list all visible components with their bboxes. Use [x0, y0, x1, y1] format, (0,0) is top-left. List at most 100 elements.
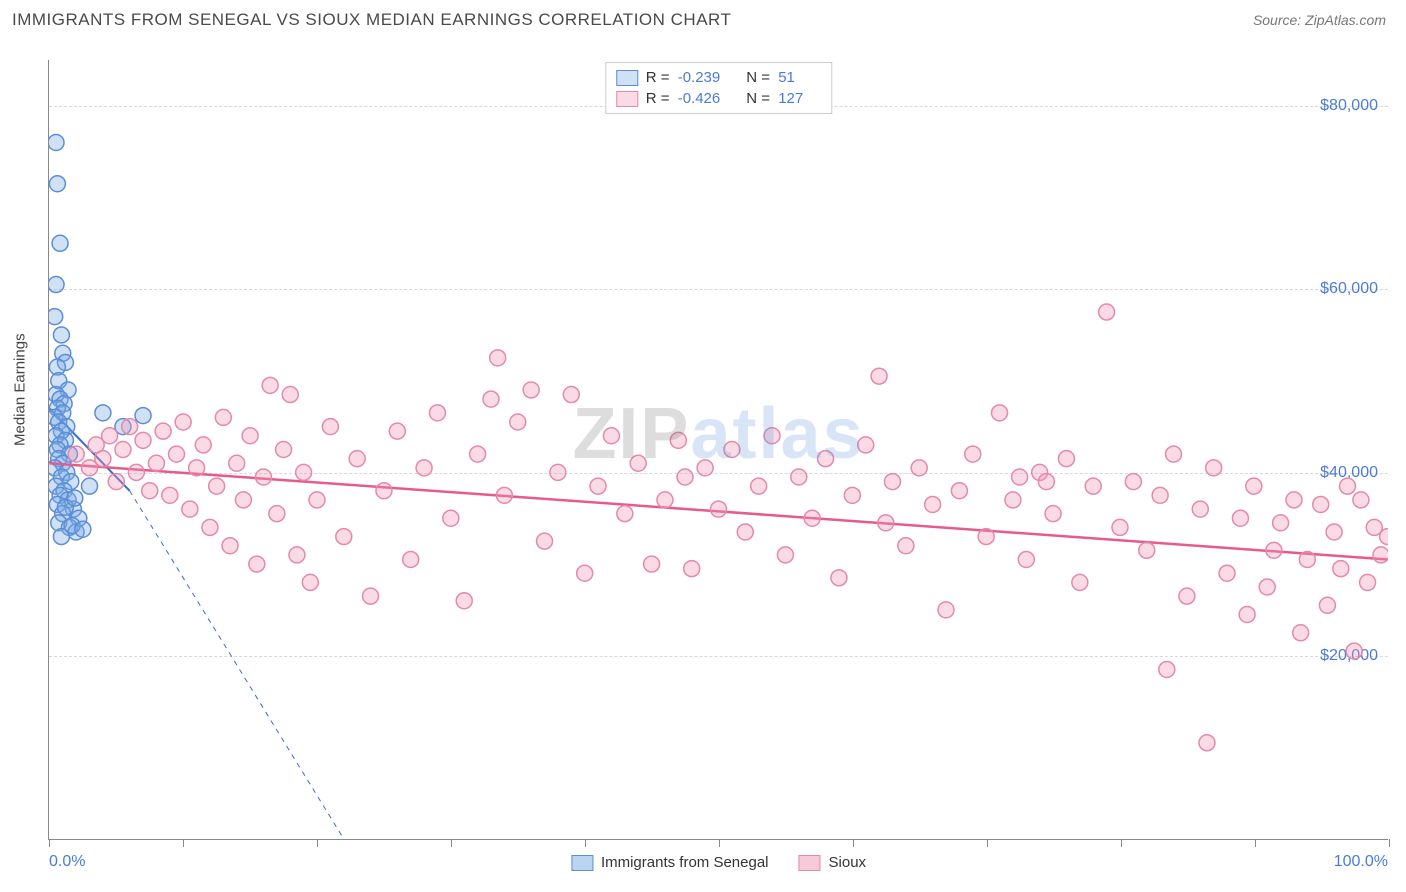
- data-point: [242, 428, 258, 444]
- data-point: [135, 408, 151, 424]
- data-point: [1313, 496, 1329, 512]
- data-point: [603, 428, 619, 444]
- data-point: [128, 464, 144, 480]
- data-point: [791, 469, 807, 485]
- data-point: [777, 547, 793, 563]
- legend-n: N = 51: [746, 69, 813, 86]
- data-point: [102, 428, 118, 444]
- data-point: [1099, 304, 1115, 320]
- chart-title: IMMIGRANTS FROM SENEGAL VS SIOUX MEDIAN …: [12, 10, 731, 30]
- data-point: [711, 501, 727, 517]
- data-point: [978, 529, 994, 545]
- data-point: [537, 533, 553, 549]
- data-point: [1045, 506, 1061, 522]
- data-point: [677, 469, 693, 485]
- data-point: [1085, 478, 1101, 494]
- data-point: [684, 561, 700, 577]
- data-point: [276, 442, 292, 458]
- legend-r: R = -0.239: [646, 69, 738, 86]
- data-point: [148, 455, 164, 471]
- data-point: [82, 478, 98, 494]
- data-point: [1038, 474, 1054, 490]
- x-axis-max-label: 100.0%: [1334, 853, 1388, 871]
- data-point: [155, 423, 171, 439]
- x-tick: [183, 839, 184, 847]
- data-point: [563, 387, 579, 403]
- data-point: [884, 474, 900, 490]
- legend-label: Immigrants from Senegal: [601, 854, 769, 871]
- data-point: [804, 510, 820, 526]
- chart-header: IMMIGRANTS FROM SENEGAL VS SIOUX MEDIAN …: [0, 0, 1406, 38]
- data-point: [162, 487, 178, 503]
- data-point: [75, 521, 91, 537]
- data-point: [269, 506, 285, 522]
- data-point: [309, 492, 325, 508]
- data-point: [235, 492, 251, 508]
- x-tick: [317, 839, 318, 847]
- data-point: [898, 538, 914, 554]
- data-point: [1326, 524, 1342, 540]
- data-point: [1259, 579, 1275, 595]
- x-tick: [451, 839, 452, 847]
- data-point: [1293, 625, 1309, 641]
- data-point: [175, 414, 191, 430]
- data-point: [416, 460, 432, 476]
- data-point: [49, 134, 64, 150]
- data-point: [189, 460, 205, 476]
- data-point: [182, 501, 198, 517]
- data-point: [1159, 661, 1175, 677]
- legend-item: Immigrants from Senegal: [571, 854, 769, 871]
- x-tick: [1255, 839, 1256, 847]
- data-point: [1112, 519, 1128, 535]
- data-point: [1058, 451, 1074, 467]
- data-point: [1346, 643, 1362, 659]
- data-point: [1152, 487, 1168, 503]
- data-point: [376, 483, 392, 499]
- data-point: [135, 432, 151, 448]
- data-point: [1299, 551, 1315, 567]
- data-point: [68, 446, 84, 462]
- chart-plot-area: ZIPatlas R = -0.239N = 51R = -0.426N = 1…: [48, 60, 1388, 840]
- data-point: [1179, 588, 1195, 604]
- data-point: [737, 524, 753, 540]
- data-point: [1005, 492, 1021, 508]
- legend-r: R = -0.426: [646, 90, 738, 107]
- data-point: [644, 556, 660, 572]
- data-point: [108, 474, 124, 490]
- data-point: [95, 405, 111, 421]
- x-tick: [719, 839, 720, 847]
- data-point: [657, 492, 673, 508]
- data-point: [322, 419, 338, 435]
- data-point: [49, 176, 65, 192]
- data-point: [1018, 551, 1034, 567]
- series-legend: Immigrants from Senegal Sioux: [571, 854, 866, 871]
- data-point: [724, 442, 740, 458]
- x-tick: [49, 839, 50, 847]
- legend-row: R = -0.239 N = 51: [616, 67, 821, 88]
- legend-swatch: [616, 91, 638, 107]
- legend-item: Sioux: [799, 854, 867, 871]
- data-point: [1340, 478, 1356, 494]
- data-point: [389, 423, 405, 439]
- data-point: [443, 510, 459, 526]
- data-point: [1199, 735, 1215, 751]
- data-point: [1246, 478, 1262, 494]
- data-point: [302, 574, 318, 590]
- data-point: [1353, 492, 1369, 508]
- data-point: [510, 414, 526, 430]
- data-point: [938, 602, 954, 618]
- x-tick: [853, 839, 854, 847]
- data-point: [1232, 510, 1248, 526]
- y-axis-label: Median Earnings: [12, 333, 29, 446]
- legend-swatch: [616, 70, 638, 86]
- scatter-svg: [49, 60, 1388, 839]
- data-point: [1012, 469, 1028, 485]
- data-point: [1192, 501, 1208, 517]
- data-point: [1206, 460, 1222, 476]
- legend-n: N = 127: [746, 90, 821, 107]
- data-point: [490, 350, 506, 366]
- data-point: [550, 464, 566, 480]
- data-point: [255, 469, 271, 485]
- data-point: [470, 446, 486, 462]
- data-point: [844, 487, 860, 503]
